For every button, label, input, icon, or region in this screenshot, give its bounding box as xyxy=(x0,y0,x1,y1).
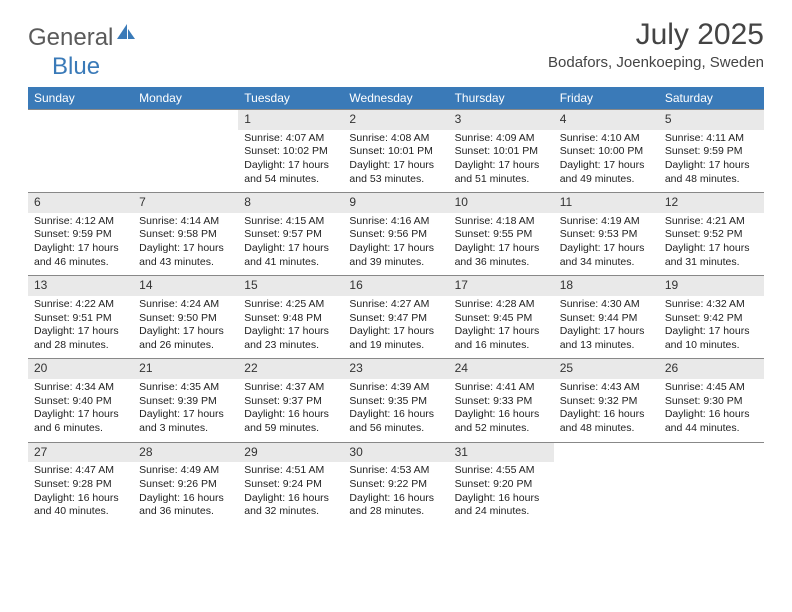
day-number-cell: 7 xyxy=(133,193,238,213)
day-detail-row: Sunrise: 4:47 AMSunset: 9:28 PMDaylight:… xyxy=(28,462,764,525)
day-number-cell: 22 xyxy=(238,359,343,379)
day-number-cell: 3 xyxy=(449,110,554,130)
logo-text-blue: Blue xyxy=(52,53,100,81)
day-detail-cell: Sunrise: 4:47 AMSunset: 9:28 PMDaylight:… xyxy=(28,462,133,525)
weekday-header: Monday xyxy=(133,87,238,110)
day-detail-cell: Sunrise: 4:08 AMSunset: 10:01 PMDaylight… xyxy=(343,130,448,193)
day-number-cell: 20 xyxy=(28,359,133,379)
day-number-row: 20212223242526 xyxy=(28,359,764,379)
calendar-body: 12345 Sunrise: 4:07 AMSunset: 10:02 PMDa… xyxy=(28,110,764,525)
day-number-cell: 9 xyxy=(343,193,448,213)
day-detail-cell xyxy=(133,130,238,193)
day-detail-cell xyxy=(554,462,659,525)
day-number-cell: 23 xyxy=(343,359,448,379)
location-text: Bodafors, Joenkoeping, Sweden xyxy=(548,54,764,71)
day-number-cell: 11 xyxy=(554,193,659,213)
day-number-cell: 14 xyxy=(133,276,238,296)
day-number-cell xyxy=(133,110,238,130)
weekday-header: Saturday xyxy=(659,87,764,110)
day-number-row: 2728293031 xyxy=(28,442,764,462)
day-number-cell: 25 xyxy=(554,359,659,379)
day-detail-cell: Sunrise: 4:49 AMSunset: 9:26 PMDaylight:… xyxy=(133,462,238,525)
day-detail-cell: Sunrise: 4:18 AMSunset: 9:55 PMDaylight:… xyxy=(449,213,554,276)
day-number-cell xyxy=(554,442,659,462)
day-number-cell: 2 xyxy=(343,110,448,130)
day-detail-cell: Sunrise: 4:35 AMSunset: 9:39 PMDaylight:… xyxy=(133,379,238,442)
weekday-header: Wednesday xyxy=(343,87,448,110)
day-number-cell: 17 xyxy=(449,276,554,296)
weekday-header: Tuesday xyxy=(238,87,343,110)
day-number-cell: 8 xyxy=(238,193,343,213)
day-number-cell: 16 xyxy=(343,276,448,296)
day-number-cell: 4 xyxy=(554,110,659,130)
day-detail-cell: Sunrise: 4:24 AMSunset: 9:50 PMDaylight:… xyxy=(133,296,238,359)
day-number-row: 6789101112 xyxy=(28,193,764,213)
day-number-cell: 28 xyxy=(133,442,238,462)
day-detail-cell: Sunrise: 4:34 AMSunset: 9:40 PMDaylight:… xyxy=(28,379,133,442)
logo-sail-icon xyxy=(115,21,137,48)
month-title: July 2025 xyxy=(548,18,764,52)
day-number-cell: 26 xyxy=(659,359,764,379)
day-number-cell: 29 xyxy=(238,442,343,462)
day-detail-row: Sunrise: 4:22 AMSunset: 9:51 PMDaylight:… xyxy=(28,296,764,359)
day-detail-cell: Sunrise: 4:53 AMSunset: 9:22 PMDaylight:… xyxy=(343,462,448,525)
day-number-cell: 13 xyxy=(28,276,133,296)
day-detail-cell xyxy=(28,130,133,193)
day-detail-cell: Sunrise: 4:12 AMSunset: 9:59 PMDaylight:… xyxy=(28,213,133,276)
day-detail-cell: Sunrise: 4:21 AMSunset: 9:52 PMDaylight:… xyxy=(659,213,764,276)
calendar-page: General July 2025 Bodafors, Joenkoeping,… xyxy=(0,0,792,525)
weekday-header-row: SundayMondayTuesdayWednesdayThursdayFrid… xyxy=(28,87,764,110)
weekday-header: Thursday xyxy=(449,87,554,110)
day-detail-cell: Sunrise: 4:39 AMSunset: 9:35 PMDaylight:… xyxy=(343,379,448,442)
day-number-cell: 1 xyxy=(238,110,343,130)
day-detail-cell: Sunrise: 4:43 AMSunset: 9:32 PMDaylight:… xyxy=(554,379,659,442)
calendar-table: SundayMondayTuesdayWednesdayThursdayFrid… xyxy=(28,87,764,525)
day-number-cell: 18 xyxy=(554,276,659,296)
day-number-cell: 21 xyxy=(133,359,238,379)
day-detail-cell: Sunrise: 4:09 AMSunset: 10:01 PMDaylight… xyxy=(449,130,554,193)
day-number-cell: 12 xyxy=(659,193,764,213)
day-detail-cell: Sunrise: 4:07 AMSunset: 10:02 PMDaylight… xyxy=(238,130,343,193)
logo: General xyxy=(28,24,137,52)
weekday-header: Sunday xyxy=(28,87,133,110)
title-block: July 2025 Bodafors, Joenkoeping, Sweden xyxy=(548,18,764,71)
day-number-cell: 10 xyxy=(449,193,554,213)
day-number-cell: 19 xyxy=(659,276,764,296)
day-number-cell: 30 xyxy=(343,442,448,462)
day-detail-cell: Sunrise: 4:32 AMSunset: 9:42 PMDaylight:… xyxy=(659,296,764,359)
day-detail-cell: Sunrise: 4:28 AMSunset: 9:45 PMDaylight:… xyxy=(449,296,554,359)
day-number-row: 13141516171819 xyxy=(28,276,764,296)
day-detail-cell: Sunrise: 4:51 AMSunset: 9:24 PMDaylight:… xyxy=(238,462,343,525)
logo-text-general: General xyxy=(28,24,113,52)
day-number-cell: 27 xyxy=(28,442,133,462)
weekday-header: Friday xyxy=(554,87,659,110)
day-detail-cell: Sunrise: 4:15 AMSunset: 9:57 PMDaylight:… xyxy=(238,213,343,276)
day-number-cell: 31 xyxy=(449,442,554,462)
day-number-cell xyxy=(28,110,133,130)
day-detail-cell: Sunrise: 4:11 AMSunset: 9:59 PMDaylight:… xyxy=(659,130,764,193)
day-detail-cell: Sunrise: 4:14 AMSunset: 9:58 PMDaylight:… xyxy=(133,213,238,276)
day-detail-cell: Sunrise: 4:30 AMSunset: 9:44 PMDaylight:… xyxy=(554,296,659,359)
day-detail-cell: Sunrise: 4:16 AMSunset: 9:56 PMDaylight:… xyxy=(343,213,448,276)
day-detail-cell: Sunrise: 4:22 AMSunset: 9:51 PMDaylight:… xyxy=(28,296,133,359)
day-detail-cell: Sunrise: 4:55 AMSunset: 9:20 PMDaylight:… xyxy=(449,462,554,525)
day-detail-cell: Sunrise: 4:25 AMSunset: 9:48 PMDaylight:… xyxy=(238,296,343,359)
day-detail-row: Sunrise: 4:07 AMSunset: 10:02 PMDaylight… xyxy=(28,130,764,193)
day-detail-row: Sunrise: 4:12 AMSunset: 9:59 PMDaylight:… xyxy=(28,213,764,276)
day-detail-cell xyxy=(659,462,764,525)
day-number-cell: 15 xyxy=(238,276,343,296)
day-detail-row: Sunrise: 4:34 AMSunset: 9:40 PMDaylight:… xyxy=(28,379,764,442)
day-detail-cell: Sunrise: 4:10 AMSunset: 10:00 PMDaylight… xyxy=(554,130,659,193)
day-number-cell: 5 xyxy=(659,110,764,130)
day-number-cell xyxy=(659,442,764,462)
day-detail-cell: Sunrise: 4:45 AMSunset: 9:30 PMDaylight:… xyxy=(659,379,764,442)
day-detail-cell: Sunrise: 4:41 AMSunset: 9:33 PMDaylight:… xyxy=(449,379,554,442)
day-number-cell: 6 xyxy=(28,193,133,213)
day-detail-cell: Sunrise: 4:27 AMSunset: 9:47 PMDaylight:… xyxy=(343,296,448,359)
day-number-cell: 24 xyxy=(449,359,554,379)
day-detail-cell: Sunrise: 4:19 AMSunset: 9:53 PMDaylight:… xyxy=(554,213,659,276)
day-number-row: 12345 xyxy=(28,110,764,130)
day-detail-cell: Sunrise: 4:37 AMSunset: 9:37 PMDaylight:… xyxy=(238,379,343,442)
